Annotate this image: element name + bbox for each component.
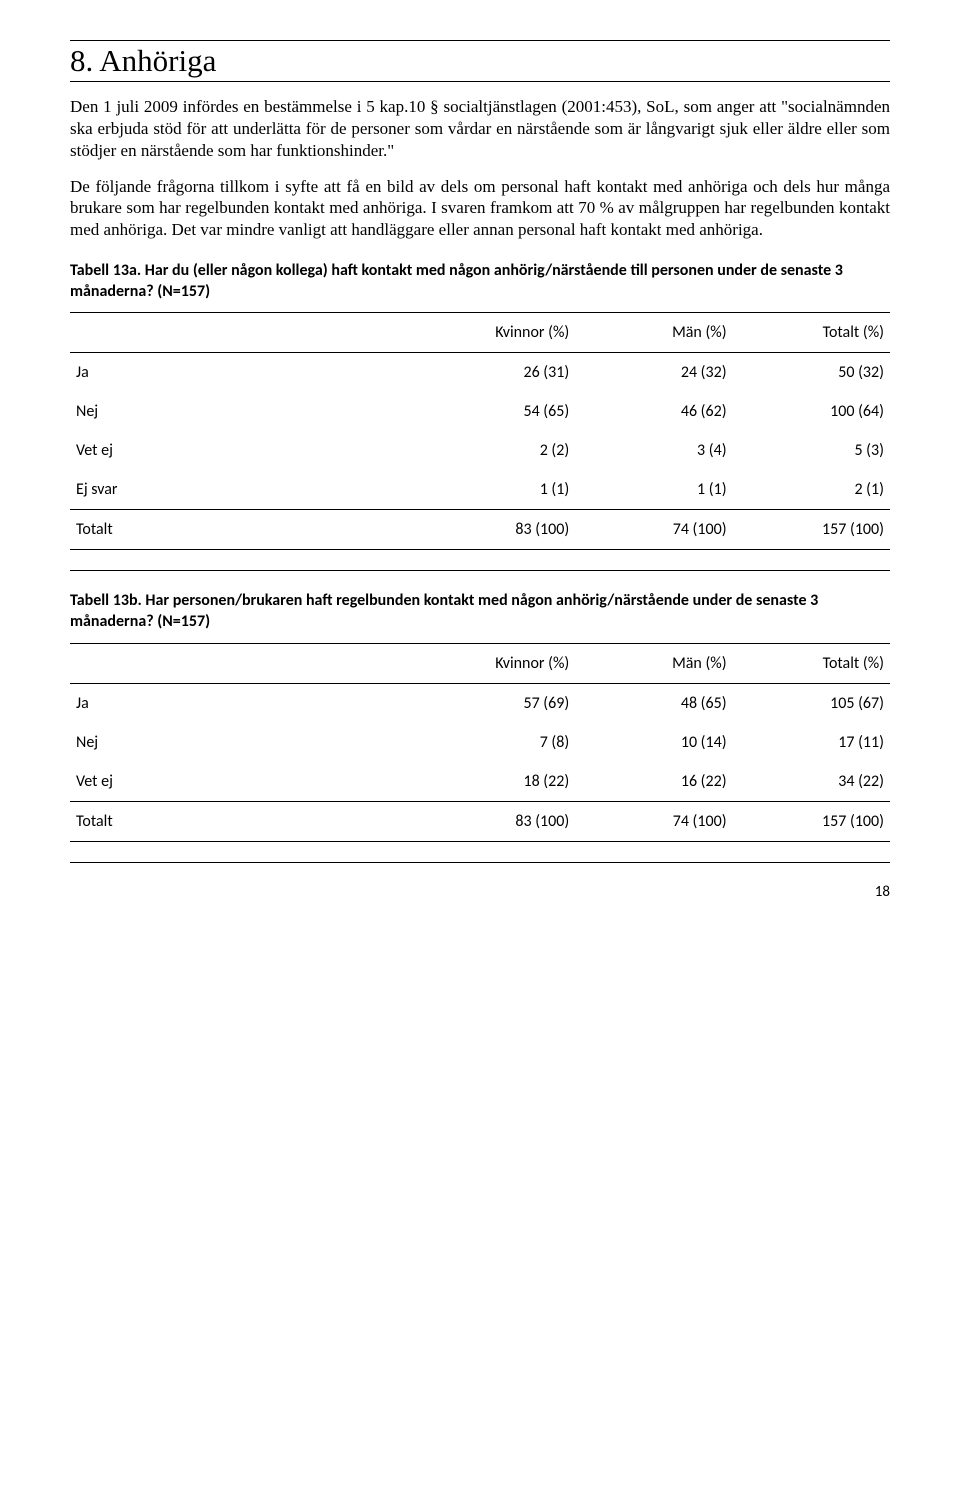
page-number: 18 [70, 883, 890, 901]
cell: 157 (100) [733, 801, 890, 841]
table-header-row: Kvinnor (%) Män (%) Totalt (%) [70, 313, 890, 353]
table-row: Ej svar 1 (1) 1 (1) 2 (1) [70, 470, 890, 510]
col-blank [70, 313, 418, 353]
cell: 7 (8) [418, 723, 575, 762]
cell: 5 (3) [733, 431, 890, 470]
cell: 74 (100) [575, 510, 732, 550]
cell: 157 (100) [733, 510, 890, 550]
cell: 2 (2) [418, 431, 575, 470]
row-label: Vet ej [70, 762, 418, 802]
cell: 1 (1) [418, 470, 575, 510]
table-row: Ja 26 (31) 24 (32) 50 (32) [70, 353, 890, 393]
cell: 50 (32) [733, 353, 890, 393]
col-blank [70, 643, 418, 683]
table-totals-row: Totalt 83 (100) 74 (100) 157 (100) [70, 801, 890, 841]
col-totalt: Totalt (%) [733, 313, 890, 353]
table-b-caption: Tabell 13b. Har personen/brukaren haft r… [70, 591, 890, 633]
table-row: Vet ej 2 (2) 3 (4) 5 (3) [70, 431, 890, 470]
cell: 16 (22) [575, 762, 732, 802]
cell: 57 (69) [418, 683, 575, 723]
table-row: Vet ej 18 (22) 16 (22) 34 (22) [70, 762, 890, 802]
table-totals-row: Totalt 83 (100) 74 (100) 157 (100) [70, 510, 890, 550]
table-row: Ja 57 (69) 48 (65) 105 (67) [70, 683, 890, 723]
cell: 46 (62) [575, 392, 732, 431]
table-a-caption: Tabell 13a. Har du (eller någon kollega)… [70, 261, 890, 303]
cell: 26 (31) [418, 353, 575, 393]
cell: 48 (65) [575, 683, 732, 723]
table-a: Kvinnor (%) Män (%) Totalt (%) Ja 26 (31… [70, 312, 890, 571]
cell: 74 (100) [575, 801, 732, 841]
cell: 3 (4) [575, 431, 732, 470]
section-heading: 8. Anhöriga [70, 40, 890, 82]
col-totalt: Totalt (%) [733, 643, 890, 683]
cell: 2 (1) [733, 470, 890, 510]
cell: 105 (67) [733, 683, 890, 723]
table-b: Kvinnor (%) Män (%) Totalt (%) Ja 57 (69… [70, 643, 890, 863]
row-label: Totalt [70, 801, 418, 841]
cell: 100 (64) [733, 392, 890, 431]
cell: 24 (32) [575, 353, 732, 393]
cell: 34 (22) [733, 762, 890, 802]
table-row: Nej 54 (65) 46 (62) 100 (64) [70, 392, 890, 431]
table-header-row: Kvinnor (%) Män (%) Totalt (%) [70, 643, 890, 683]
cell: 17 (11) [733, 723, 890, 762]
col-man: Män (%) [575, 643, 732, 683]
row-label: Nej [70, 723, 418, 762]
row-label: Totalt [70, 510, 418, 550]
paragraph-2: De följande frågorna tillkom i syfte att… [70, 176, 890, 241]
row-label: Ja [70, 683, 418, 723]
row-label: Ej svar [70, 470, 418, 510]
table-row: Nej 7 (8) 10 (14) 17 (11) [70, 723, 890, 762]
col-kvinnor: Kvinnor (%) [418, 643, 575, 683]
row-label: Ja [70, 353, 418, 393]
cell: 83 (100) [418, 510, 575, 550]
cell: 1 (1) [575, 470, 732, 510]
cell: 83 (100) [418, 801, 575, 841]
col-man: Män (%) [575, 313, 732, 353]
paragraph-1: Den 1 juli 2009 infördes en bestämmelse … [70, 96, 890, 161]
cell: 54 (65) [418, 392, 575, 431]
cell: 18 (22) [418, 762, 575, 802]
row-label: Nej [70, 392, 418, 431]
col-kvinnor: Kvinnor (%) [418, 313, 575, 353]
cell: 10 (14) [575, 723, 732, 762]
row-label: Vet ej [70, 431, 418, 470]
